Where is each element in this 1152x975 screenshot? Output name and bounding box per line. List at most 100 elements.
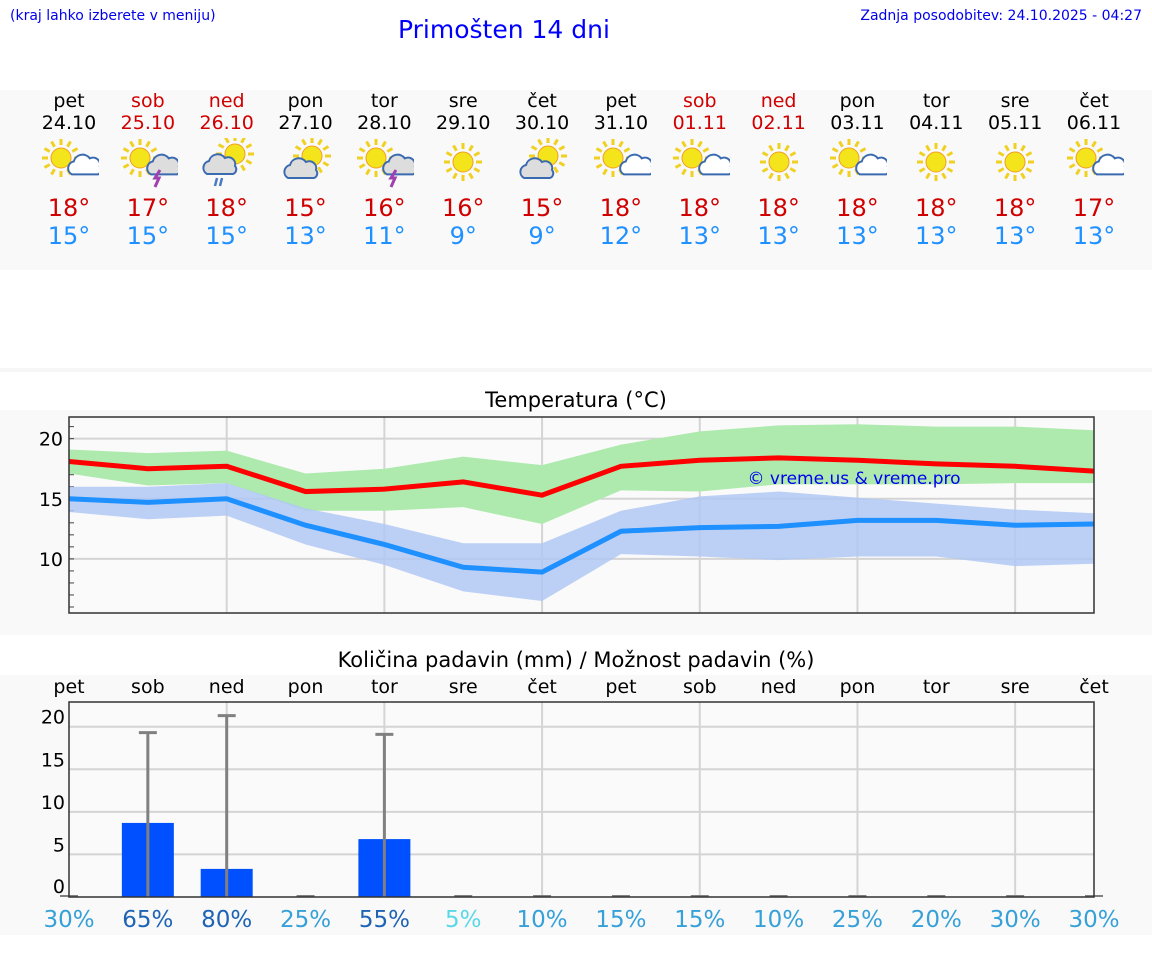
page-title: Primošten 14 dni	[398, 15, 610, 44]
day-date: 01.11	[672, 112, 727, 134]
min-temp: 11°	[363, 222, 406, 250]
day-column: pet 24.10 18° 15°	[29, 90, 109, 250]
precip-probability: 10%	[517, 907, 568, 933]
day-date: 28.10	[357, 112, 412, 134]
max-temp: 17°	[1072, 194, 1116, 222]
y-tick-label: 20	[41, 707, 65, 729]
sun-icon	[985, 138, 1045, 192]
day-date: 26.10	[199, 112, 254, 134]
day-column: čet 30.10 15° 9°	[502, 90, 582, 250]
max-temp: 17°	[126, 194, 170, 222]
sun-cloud-icon	[670, 138, 733, 192]
plot-area	[69, 702, 1094, 897]
day-date: 24.10	[41, 112, 97, 134]
y-tick-label: 0	[53, 876, 65, 898]
min-temp: 13°	[1072, 222, 1116, 250]
day-column: pet 31.10 18° 12°	[581, 90, 661, 250]
temperature-chart: 20 15 10 © vreme.us & vreme.pro	[39, 416, 1095, 614]
day-name: pon	[839, 90, 876, 112]
max-temp: 18°	[836, 194, 879, 222]
day-date: 05.11	[987, 112, 1043, 134]
cloud-sun-icon	[276, 137, 336, 192]
day-name: sre	[448, 90, 478, 112]
day-column: pon 03.11 18° 13°	[817, 90, 897, 250]
day-date: 31.10	[593, 112, 649, 134]
x-day-label: čet	[1079, 676, 1109, 698]
x-day-label: sob	[131, 676, 165, 698]
day-column: tor 28.10 16° 11°	[344, 90, 424, 250]
sun-thunder-icon	[118, 138, 181, 192]
max-temp: 18°	[757, 194, 800, 222]
min-temp: 12°	[599, 222, 643, 250]
precip-probability: 30%	[43, 907, 94, 933]
day-name: sob	[682, 90, 717, 112]
x-day-label: ned	[209, 676, 245, 698]
precip-probability: 65%	[122, 907, 173, 933]
day-name: sre	[1000, 90, 1030, 112]
day-column: sre 05.11 18° 13°	[975, 90, 1055, 250]
day-date: 04.11	[909, 112, 964, 134]
min-temp: 15°	[47, 222, 91, 250]
precipitation-chart: pet sob ned pon tor sre čet pet sob ned pon tor sre č…	[41, 676, 1120, 933]
day-column: pon 27.10 15° 13°	[266, 90, 346, 250]
precip-probability: 5%	[445, 907, 482, 933]
sun-cloud-icon	[1064, 138, 1128, 192]
min-temp: 9°	[449, 222, 477, 250]
precip-probability: 80%	[201, 907, 252, 933]
precip-probability: 25%	[280, 907, 331, 933]
y-tick-label: 10	[41, 792, 65, 814]
min-temp-line	[68, 496, 1095, 575]
sun-icon	[433, 138, 493, 192]
min-temp: 13°	[836, 222, 879, 250]
day-name: čet	[1079, 90, 1109, 112]
min-temp: 13°	[993, 222, 1037, 250]
precip-probability: 30%	[990, 907, 1041, 933]
plot-border	[68, 416, 1095, 614]
max-range-band	[69, 424, 1094, 525]
x-day-label: pet	[53, 676, 84, 698]
x-day-label: tor	[371, 676, 398, 698]
precip-probability: 30%	[1068, 907, 1119, 933]
watermark: © vreme.us & vreme.pro	[747, 469, 960, 489]
plot-border	[68, 701, 1095, 898]
day-column: ned 02.11 18° 13°	[739, 90, 819, 250]
min-temp: 13°	[915, 222, 958, 250]
y-tick-label: 5	[53, 834, 65, 856]
max-temp: 18°	[993, 194, 1037, 222]
max-temp: 18°	[47, 194, 91, 222]
day-name: sob	[131, 90, 165, 112]
max-temp: 16°	[363, 194, 406, 222]
temperature-section: 20 15 10 © vreme.us & vreme.pro	[0, 410, 1152, 635]
y-tick-label: 15	[41, 749, 65, 771]
max-temp: 15°	[284, 194, 327, 222]
precip-probability: 25%	[832, 907, 883, 933]
min-temp: 13°	[757, 222, 800, 250]
precipitation-chart-title: Količina padavin (mm) / Možnost padavin …	[337, 648, 815, 672]
min-temp: 15°	[205, 222, 248, 250]
cloud-sun-icon	[512, 137, 572, 192]
x-day-label: pon	[840, 676, 876, 698]
temperature-chart-title: Temperatura (°C)	[485, 388, 667, 412]
max-temp-line	[68, 455, 1095, 498]
day-date: 27.10	[278, 112, 333, 134]
min-temp: 13°	[284, 222, 327, 250]
min-range-band	[69, 483, 1094, 601]
x-day-label: sre	[1001, 676, 1030, 698]
day-date: 02.11	[751, 112, 806, 134]
day-name: čet	[527, 90, 557, 112]
precip-probability: 20%	[911, 907, 962, 933]
day-column: ned 26.10 18° 15°	[187, 90, 267, 250]
y-tick-label: 15	[39, 489, 63, 511]
sun-thunder-icon	[354, 138, 418, 192]
y-tick-label: 10	[39, 549, 63, 571]
day-date: 30.10	[514, 112, 570, 134]
max-temp: 16°	[441, 194, 485, 222]
max-temp: 18°	[915, 194, 958, 222]
max-temp: 18°	[599, 194, 643, 222]
sun-cloud-icon	[39, 138, 103, 192]
day-name: ned	[208, 90, 245, 112]
day-name: pet	[53, 90, 85, 112]
precip-probability: 15%	[595, 907, 646, 933]
precipitation-section: pet sob ned pon tor sre čet pet sob ned pon tor sre č…	[0, 675, 1152, 935]
last-updated: Zadnja posodobitev: 24.10.2025 - 04:27	[860, 8, 1142, 24]
